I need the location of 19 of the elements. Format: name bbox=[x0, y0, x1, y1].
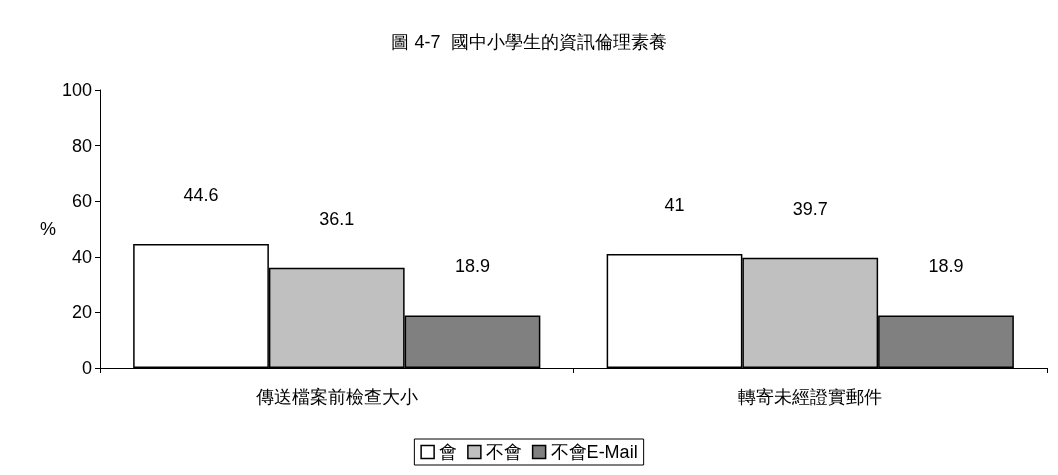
data-label: 44.6 bbox=[183, 185, 219, 206]
data-label: 39.7 bbox=[792, 198, 828, 219]
legend-label: 不會 bbox=[485, 442, 522, 462]
y-tick-label: 40 bbox=[71, 246, 92, 267]
y-axis-title: % bbox=[40, 219, 57, 239]
y-tick-label: 0 bbox=[81, 358, 92, 378]
y-tick-label: 60 bbox=[71, 191, 92, 212]
data-label: 41 bbox=[664, 195, 685, 216]
y-tick-label: 100 bbox=[61, 80, 92, 100]
data-label: 18.9 bbox=[928, 256, 964, 277]
legend-label: 不會E-Mail bbox=[550, 442, 638, 462]
x-tick-label: 傳送檔案前檢查大小 bbox=[254, 387, 418, 407]
x-tick-label: 轉寄未經證實郵件 bbox=[738, 387, 883, 407]
y-tick-label: 20 bbox=[71, 302, 92, 323]
data-label: 36.1 bbox=[319, 208, 355, 229]
chart-title: 圖 4-7 國中小學生的資訊倫理素養 bbox=[391, 32, 667, 52]
data-label: 18.9 bbox=[454, 256, 491, 277]
y-tick-label: 80 bbox=[71, 135, 92, 156]
legend-label: 會 bbox=[439, 442, 458, 462]
